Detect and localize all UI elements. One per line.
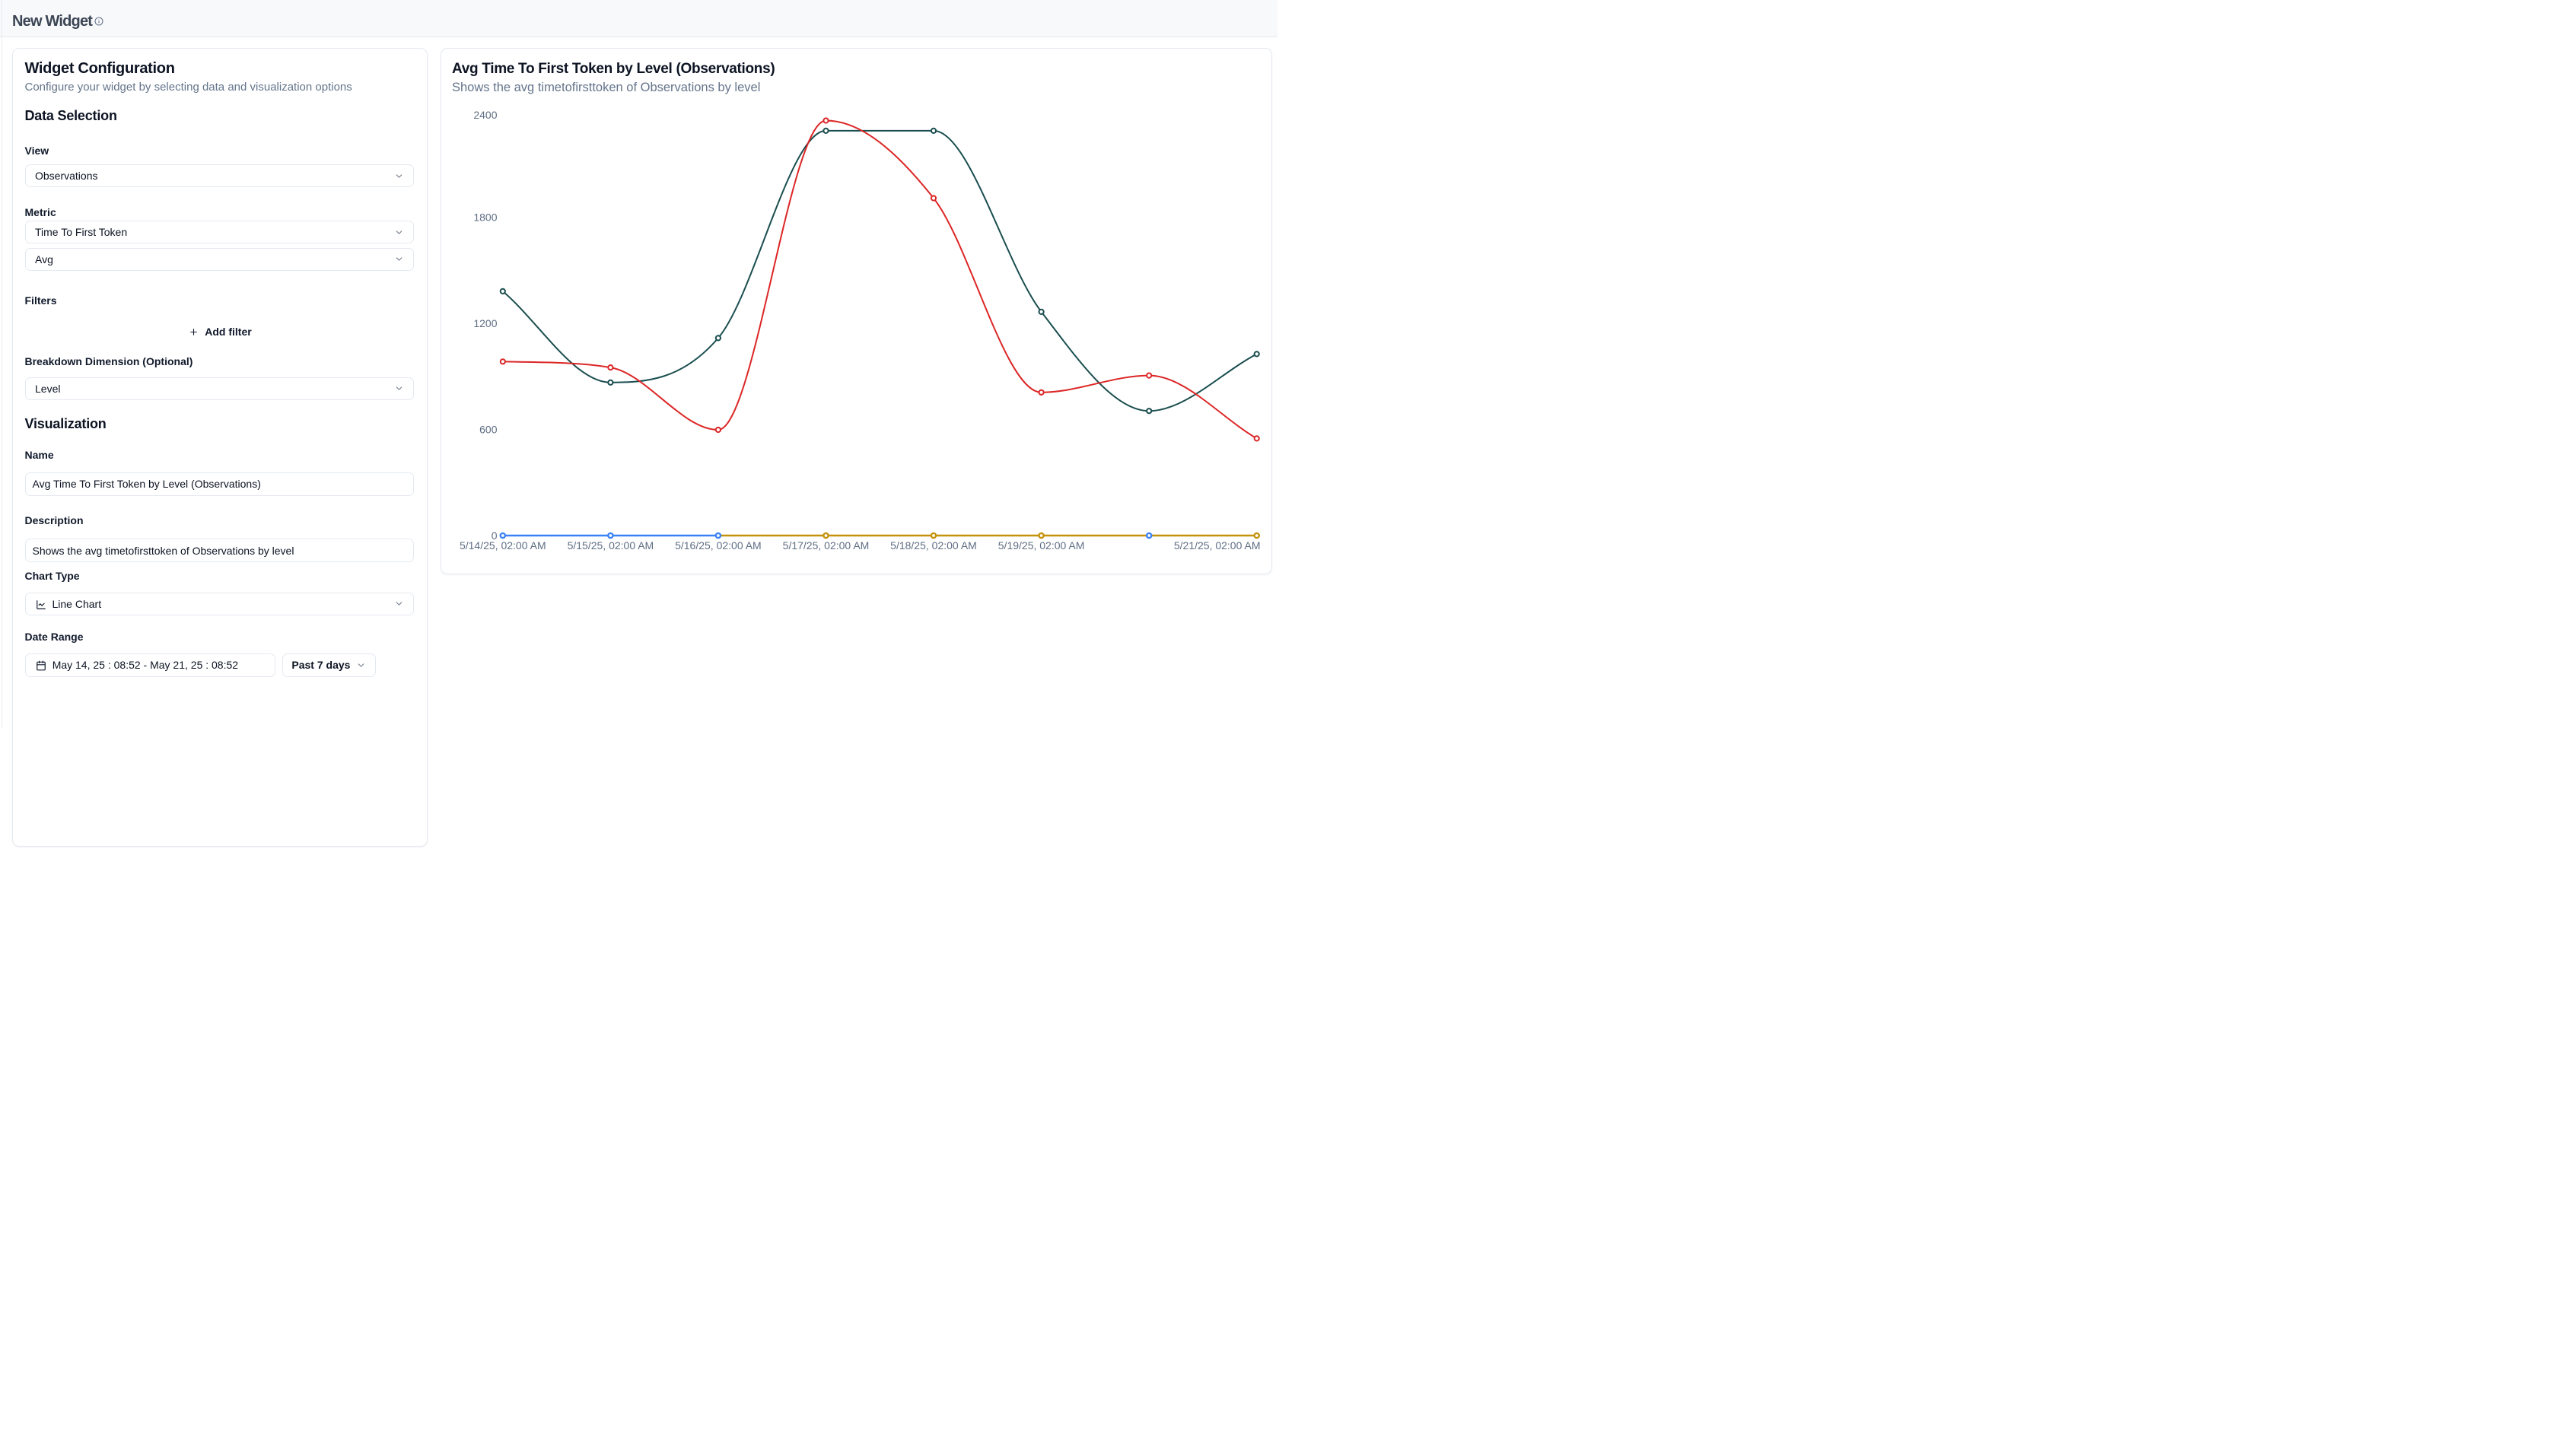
svg-text:5/18/25, 02:00 AM: 5/18/25, 02:00 AM — [890, 539, 977, 552]
svg-text:0: 0 — [491, 529, 497, 542]
svg-text:1800: 1800 — [473, 211, 497, 224]
svg-text:5/14/25, 02:00 AM: 5/14/25, 02:00 AM — [459, 539, 546, 552]
svg-text:1200: 1200 — [473, 317, 497, 329]
svg-text:600: 600 — [479, 424, 498, 436]
svg-text:2400: 2400 — [473, 109, 497, 121]
svg-text:5/21/25, 02:00 AM: 5/21/25, 02:00 AM — [1173, 539, 1260, 552]
svg-text:5/19/25, 02:00 AM: 5/19/25, 02:00 AM — [998, 539, 1084, 552]
svg-text:5/15/25, 02:00 AM: 5/15/25, 02:00 AM — [567, 539, 654, 552]
svg-text:5/16/25, 02:00 AM: 5/16/25, 02:00 AM — [675, 539, 762, 552]
svg-text:5/17/25, 02:00 AM: 5/17/25, 02:00 AM — [782, 539, 869, 552]
